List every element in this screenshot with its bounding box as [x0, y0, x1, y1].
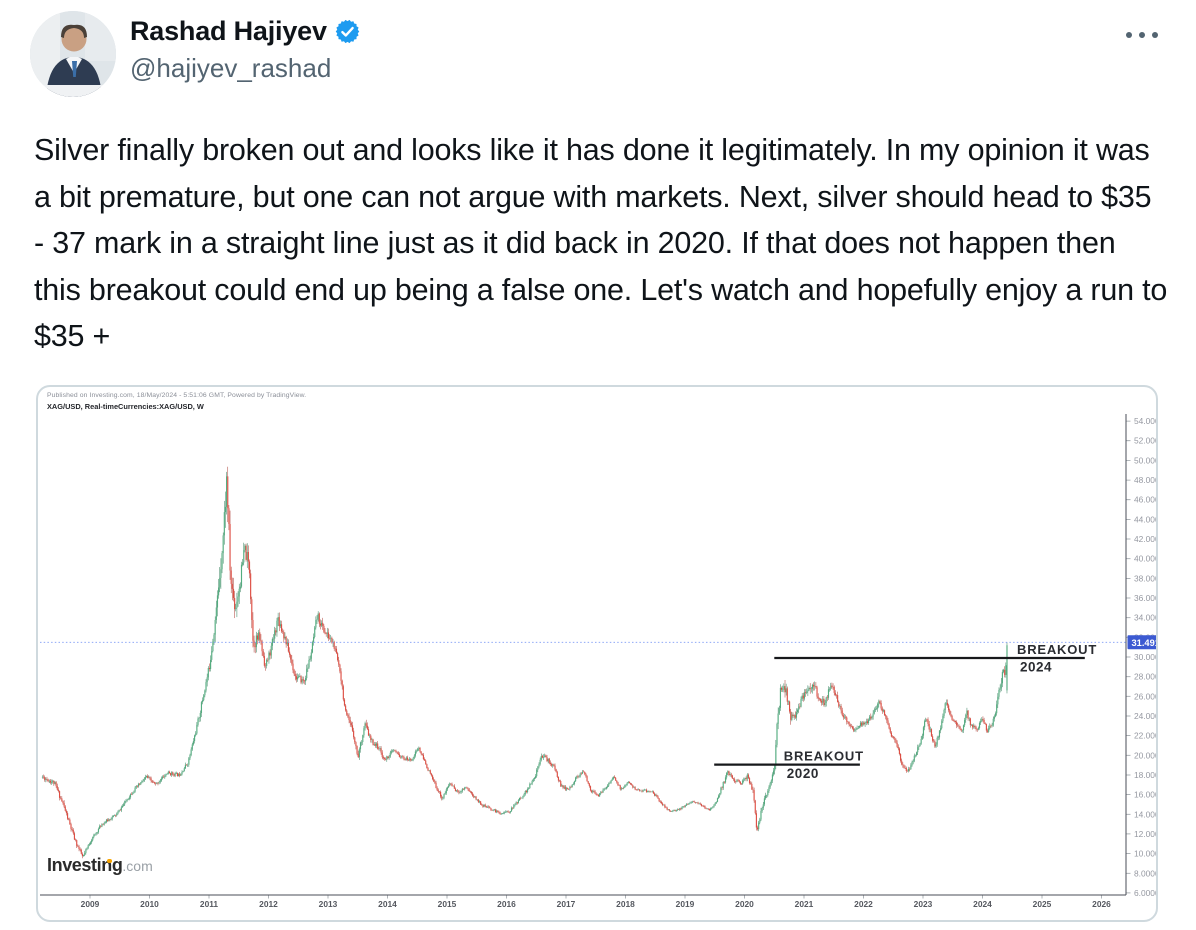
svg-text:26.0000: 26.0000 — [1134, 691, 1156, 701]
svg-text:18.0000: 18.0000 — [1134, 770, 1156, 780]
svg-text:24.0000: 24.0000 — [1134, 711, 1156, 721]
svg-text:10.0000: 10.0000 — [1134, 849, 1156, 859]
svg-text:14.0000: 14.0000 — [1134, 809, 1156, 819]
tweet-text: Silver finally broken out and looks like… — [34, 133, 1176, 353]
svg-text:28.0000: 28.0000 — [1134, 672, 1156, 682]
avatar-photo — [30, 11, 116, 97]
svg-text:16.0000: 16.0000 — [1134, 790, 1156, 800]
svg-text:20.0000: 20.0000 — [1134, 750, 1156, 760]
svg-text:2025: 2025 — [1033, 899, 1052, 909]
svg-text:48.0000: 48.0000 — [1134, 475, 1156, 485]
svg-text:54.0000: 54.0000 — [1134, 416, 1156, 426]
verified-badge-icon — [335, 19, 360, 44]
author-handle[interactable]: @hajiyev_rashad — [130, 53, 332, 83]
svg-text:36.0000: 36.0000 — [1134, 593, 1156, 603]
dot-icon — [1152, 32, 1158, 38]
svg-text:31.4915: 31.4915 — [1132, 638, 1157, 648]
svg-text:2023: 2023 — [914, 899, 933, 909]
svg-text:2017: 2017 — [557, 899, 576, 909]
avatar[interactable] — [30, 11, 116, 97]
svg-text:44.0000: 44.0000 — [1134, 514, 1156, 524]
svg-text:2016: 2016 — [497, 899, 516, 909]
investing-logo: Investing.com — [47, 855, 153, 876]
svg-text:BREAKOUT: BREAKOUT — [1017, 642, 1097, 657]
svg-text:2014: 2014 — [378, 899, 397, 909]
svg-text:2026: 2026 — [1092, 899, 1111, 909]
more-button[interactable] — [1122, 28, 1162, 42]
dot-icon — [1139, 32, 1145, 38]
svg-text:2013: 2013 — [319, 899, 338, 909]
svg-text:2024: 2024 — [973, 899, 992, 909]
svg-text:2019: 2019 — [676, 899, 695, 909]
svg-text:2024: 2024 — [1020, 660, 1052, 675]
svg-text:2015: 2015 — [438, 899, 457, 909]
svg-text:2022: 2022 — [854, 899, 873, 909]
svg-text:34.0000: 34.0000 — [1134, 613, 1156, 623]
svg-text:2021: 2021 — [795, 899, 814, 909]
svg-text:38.0000: 38.0000 — [1134, 573, 1156, 583]
svg-text:2018: 2018 — [616, 899, 635, 909]
svg-text:30.0000: 30.0000 — [1134, 652, 1156, 662]
svg-text:50.0000: 50.0000 — [1134, 455, 1156, 465]
investing-logo-suffix: .com — [122, 858, 153, 874]
svg-text:46.0000: 46.0000 — [1134, 495, 1156, 505]
svg-text:22.0000: 22.0000 — [1134, 731, 1156, 741]
chart-attribution: Published on Investing.com, 18/May/2024 … — [47, 392, 307, 399]
logo-orange-dot-icon — [107, 858, 112, 863]
svg-text:2010: 2010 — [140, 899, 159, 909]
svg-text:2012: 2012 — [259, 899, 278, 909]
svg-text:6.0000: 6.0000 — [1134, 888, 1156, 898]
chart-image-card[interactable]: 54.0000 52.0000 50.0000 48.0000 46.0000 44.00… — [36, 385, 1158, 922]
dot-icon — [1126, 32, 1132, 38]
svg-text:2020: 2020 — [735, 899, 754, 909]
price-chart-svg: 54.0000 52.0000 50.0000 48.0000 46.0000 44.00… — [40, 414, 1157, 909]
svg-text:52.0000: 52.0000 — [1134, 436, 1156, 446]
svg-text:2011: 2011 — [200, 899, 219, 909]
svg-text:BREAKOUT: BREAKOUT — [784, 749, 864, 764]
chart-symbol-line: XAG/USD, Real-timeCurrencies:XAG/USD, W — [47, 402, 204, 411]
svg-text:40.0000: 40.0000 — [1134, 554, 1156, 564]
investing-logo-brand: Investing — [47, 855, 123, 875]
svg-text:2020: 2020 — [787, 766, 819, 781]
svg-text:42.0000: 42.0000 — [1134, 534, 1156, 544]
author-name[interactable]: Rashad Hajiyev — [130, 16, 327, 46]
svg-text:12.0000: 12.0000 — [1134, 829, 1156, 839]
svg-text:2009: 2009 — [81, 899, 100, 909]
svg-text:8.0000: 8.0000 — [1134, 868, 1156, 878]
